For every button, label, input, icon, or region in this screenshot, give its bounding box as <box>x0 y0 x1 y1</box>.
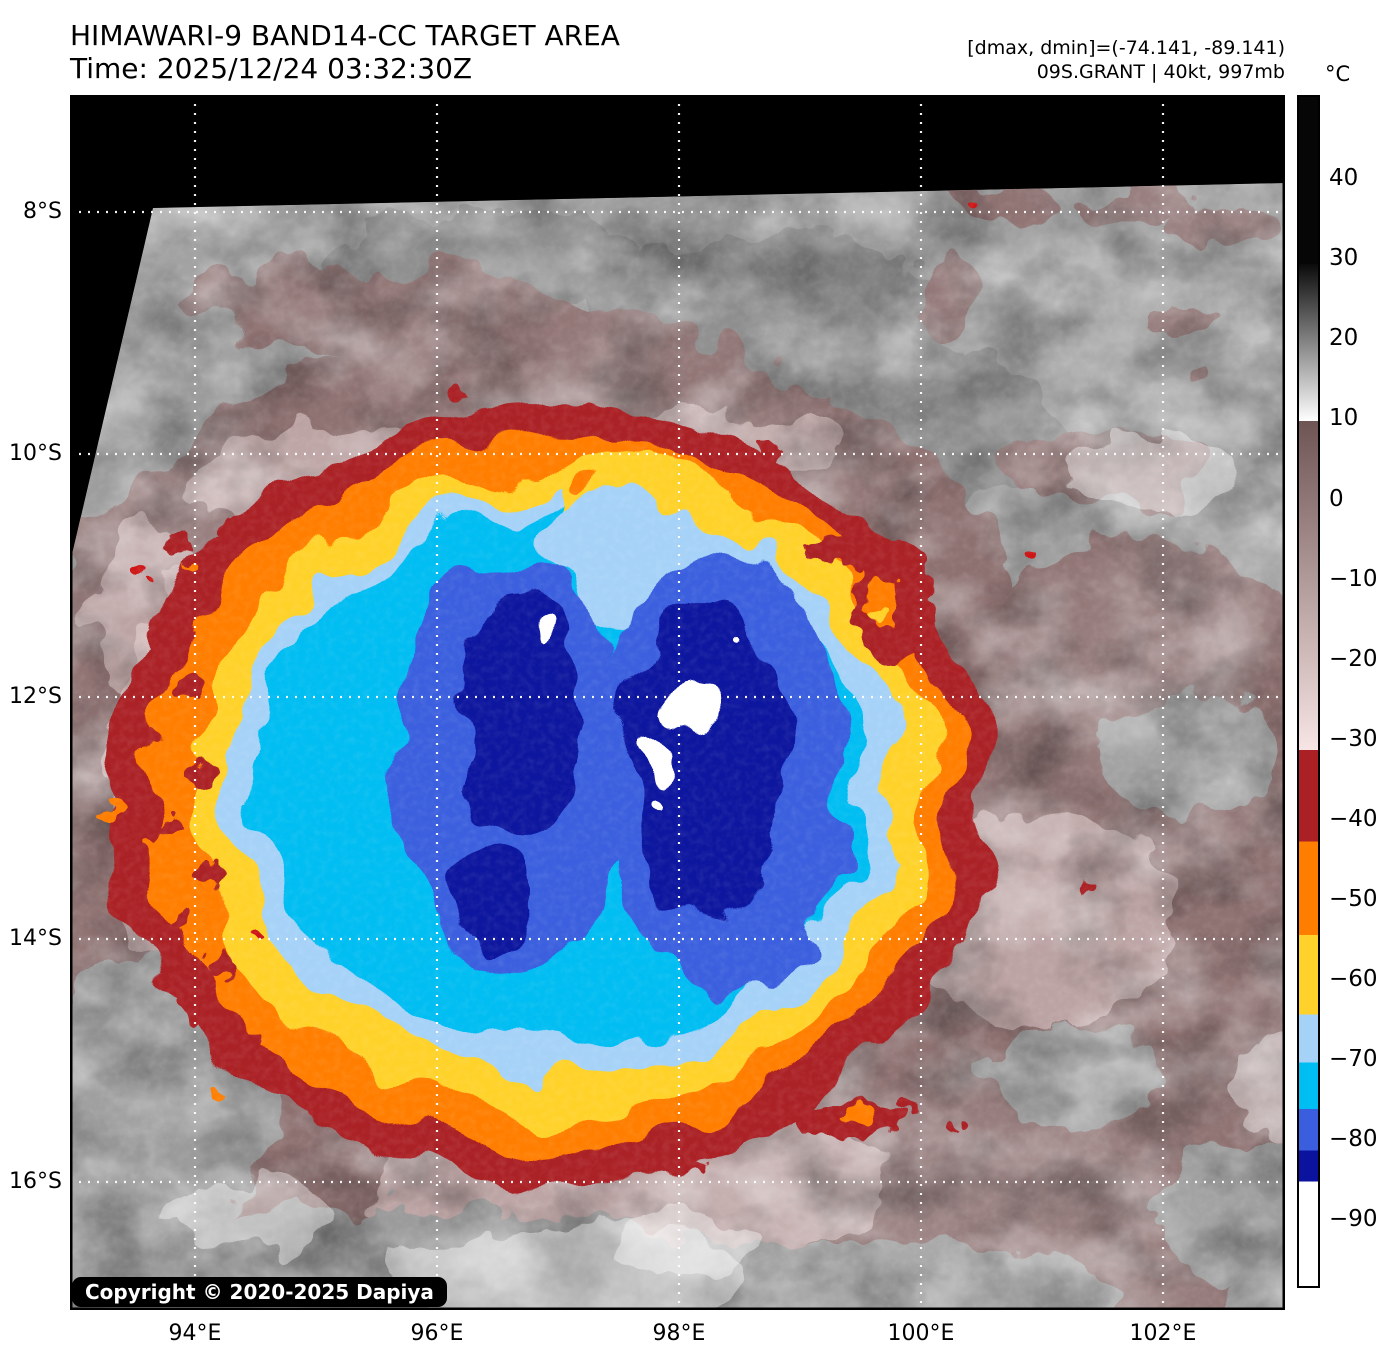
plot-border <box>70 95 1285 1310</box>
page-title: HIMAWARI-9 BAND14-CC TARGET AREA <box>70 19 620 52</box>
colorbar-tick-label: 30 <box>1329 245 1359 272</box>
colorbar-tick-label: −20 <box>1329 645 1378 672</box>
colorbar-tick-label: −60 <box>1329 965 1378 992</box>
x-tick-label: 102°E <box>1129 1321 1197 1346</box>
colorbar-tick-label: 40 <box>1329 165 1359 192</box>
temperature-colorbar <box>1297 95 1320 1288</box>
y-tick-label: 12°S <box>9 684 62 709</box>
copyright-badge: Copyright © 2020-2025 Dapiya <box>72 1277 447 1307</box>
colorbar-tick-label: −40 <box>1329 805 1378 832</box>
colorbar-tick-label: −90 <box>1329 1206 1378 1233</box>
header-right-block: [dmax, dmin]=(-74.141, -89.141) 09S.GRAN… <box>967 36 1285 84</box>
y-tick-label: 16°S <box>9 1169 62 1194</box>
x-tick-label: 100°E <box>887 1321 955 1346</box>
x-tick-label: 94°E <box>168 1321 222 1346</box>
colorbar-tick-label: −70 <box>1329 1046 1378 1072</box>
satellite-map-svg <box>70 95 1285 1310</box>
colorbar-unit-label: °C <box>1325 62 1351 86</box>
map-plot-area <box>70 95 1285 1310</box>
storm-info-line: 09S.GRANT | 40kt, 997mb <box>1036 61 1285 83</box>
colorbar-tick-label: −30 <box>1329 725 1378 752</box>
colorbar-tick-label: −50 <box>1329 885 1378 912</box>
colorbar-tick-label: 10 <box>1329 405 1359 432</box>
y-tick-label: 8°S <box>23 199 62 224</box>
colorbar-tick-label: −80 <box>1329 1126 1378 1153</box>
colorbar-tick-label: 0 <box>1329 485 1344 512</box>
sensor-grain <box>70 183 1285 1310</box>
y-tick-label: 10°S <box>9 441 62 466</box>
timestamp-line: Time: 2025/12/24 03:32:30Z <box>70 52 473 85</box>
dmax-dmin-readout: [dmax, dmin]=(-74.141, -89.141) <box>967 37 1285 59</box>
colorbar-tick-label: 20 <box>1329 325 1359 352</box>
colorbar-tick-label: −10 <box>1329 565 1378 592</box>
x-tick-label: 96°E <box>410 1321 464 1346</box>
x-tick-label: 98°E <box>652 1321 706 1346</box>
y-tick-label: 14°S <box>9 926 62 951</box>
